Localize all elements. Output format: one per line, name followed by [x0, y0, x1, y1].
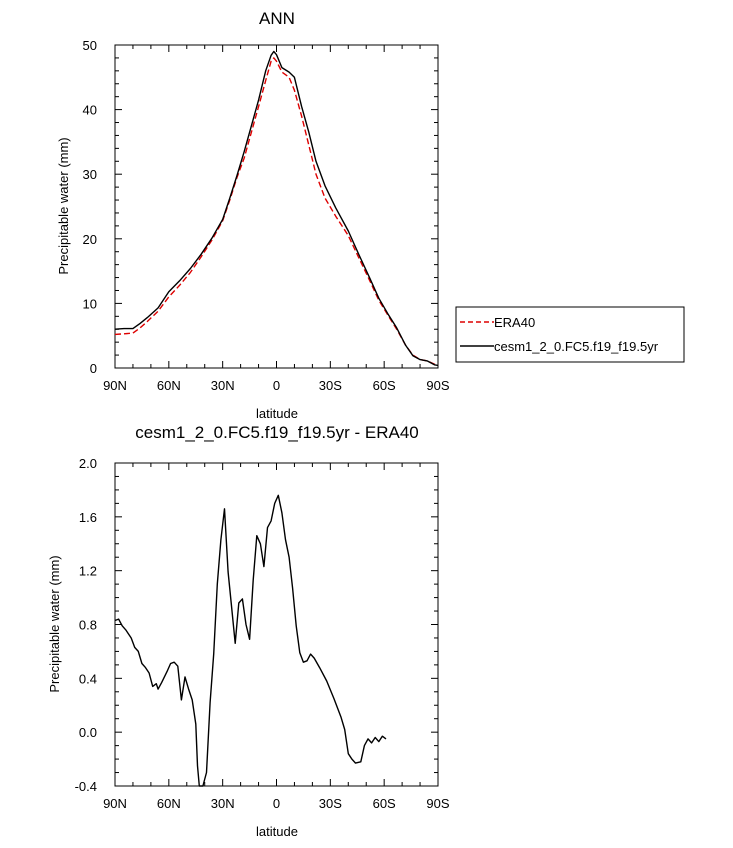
top-series-line-era40 [114, 57, 439, 367]
top-x-axis-label: latitude [256, 406, 298, 421]
bottom-series-line-difference [114, 494, 387, 787]
top-x-tick-label: 90N [103, 378, 127, 393]
bottom-panel: cesm1_2_0.FC5.f19_f19.5yr - ERA40 90N 60N… [47, 423, 450, 839]
top-x-tick-label: 30N [211, 378, 235, 393]
legend-label-era40: ERA40 [494, 315, 535, 330]
bottom-x-tick-label: 30N [211, 796, 235, 811]
bottom-y-tick-label: 1.6 [79, 510, 97, 525]
bottom-x-tick-label: 0 [273, 796, 280, 811]
bottom-x-tick-label: 90N [103, 796, 127, 811]
top-chart-title: ANN [259, 9, 295, 28]
legend: ERA40 cesm1_2_0.FC5.f19_f19.5yr [455, 306, 685, 363]
top-y-tick-label: 40 [83, 103, 97, 118]
bottom-y-tick-label: 2.0 [79, 456, 97, 471]
top-series-line-cesm1-2-0-fc5-f19-f19-5yr [114, 50, 439, 367]
legend-box [455, 306, 685, 363]
top-x-tick-label: 30S [319, 378, 342, 393]
bottom-y-axis-label: Precipitable water (mm) [47, 555, 62, 692]
top-series-group [114, 50, 439, 367]
bottom-chart-title: cesm1_2_0.FC5.f19_f19.5yr - ERA40 [135, 423, 418, 442]
legend-label-cesm: cesm1_2_0.FC5.f19_f19.5yr [494, 339, 659, 354]
bottom-y-tick-label: 0.4 [79, 671, 97, 686]
bottom-y-tick-label: 0.8 [79, 618, 97, 633]
top-plot-frame [114, 44, 439, 369]
bottom-y-tick-label: 1.2 [79, 564, 97, 579]
top-x-tick-label: 0 [273, 378, 280, 393]
top-x-tick-label: 60N [157, 378, 181, 393]
bottom-axis-ticks: 90N 60N 30N 0 30S 60S 90S -0.4 0.0 0.4 0.8 1.2 1.6 2.… [75, 456, 450, 811]
top-y-tick-label: 10 [83, 296, 97, 311]
top-panel: ANN 90N 60N 30N 0 30S 60S 90S 0 10 20 30 40 50 latit… [56, 9, 450, 421]
top-y-tick-label: 20 [83, 232, 97, 247]
bottom-x-tick-label: 90S [426, 796, 449, 811]
top-y-tick-label: 0 [90, 361, 97, 376]
top-y-tick-label: 30 [83, 167, 97, 182]
bottom-x-tick-label: 60N [157, 796, 181, 811]
top-x-tick-label: 60S [373, 378, 396, 393]
bottom-plot-frame [114, 462, 439, 787]
bottom-x-tick-label: 60S [373, 796, 396, 811]
top-y-axis-label: Precipitable water (mm) [56, 137, 71, 274]
bottom-x-axis-label: latitude [256, 824, 298, 839]
top-axis-ticks: 90N 60N 30N 0 30S 60S 90S 0 10 20 30 40 50 [83, 38, 450, 393]
bottom-series-group [114, 494, 387, 787]
bottom-y-tick-label: 0.0 [79, 725, 97, 740]
bottom-x-tick-label: 30S [319, 796, 342, 811]
top-x-tick-label: 90S [426, 378, 449, 393]
bottom-y-tick-label: -0.4 [75, 779, 97, 794]
top-y-tick-label: 50 [83, 38, 97, 53]
